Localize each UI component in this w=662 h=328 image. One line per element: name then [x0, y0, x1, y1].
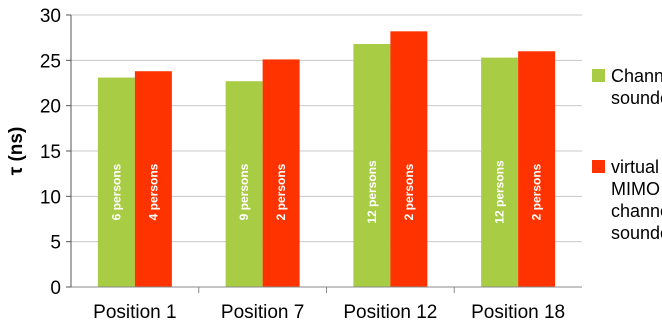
bar-channel-sounder-1	[97, 77, 135, 287]
bar-data-label: 2 persons	[402, 163, 416, 220]
bar-data-label: 9 persons	[237, 163, 251, 220]
legend-label: channel	[611, 201, 662, 221]
legend-label: sounder	[611, 88, 662, 108]
bar-virtual-mimo-1	[134, 71, 172, 287]
bar-channel-sounder-2	[225, 81, 263, 287]
x-tick-label: Position 7	[221, 302, 304, 323]
y-tick-label: 20	[40, 97, 61, 118]
y-tick-label: 15	[40, 142, 61, 163]
legend-item-virtual-mimo: virtualMIMOchannelsounder	[592, 157, 662, 243]
y-tick-label: 5	[50, 233, 61, 254]
x-tick-label: Position 18	[471, 302, 565, 323]
bar-data-label: 6 persons	[109, 163, 123, 220]
bar-data-label: 4 persons	[146, 163, 160, 220]
y-tick-label: 25	[40, 51, 61, 72]
legend-label: Channel	[611, 66, 662, 86]
bar-data-label: 2 persons	[274, 163, 288, 220]
legend-label: sounder	[611, 223, 662, 243]
y-axis-title: τ (ns)	[6, 127, 27, 176]
legend-label: MIMO	[611, 179, 660, 199]
bar-data-label: 12 persons	[365, 160, 379, 224]
bars: 6 persons 4 persons 9 persons 2 persons 12 p…	[97, 31, 556, 288]
bar-virtual-mimo-3	[390, 31, 428, 287]
legend-label: virtual	[611, 157, 659, 177]
y-axis-ticks: 0 5 10 15 20 25 30	[40, 6, 71, 299]
x-tick-label: Position 1	[93, 302, 176, 323]
legend-item-channel-sounder: Channelsounder	[592, 66, 662, 108]
legend: ChannelsoundervirtualMIMOchannelsounder	[592, 66, 662, 243]
legend-swatch	[592, 69, 605, 82]
y-tick-label: 0	[50, 278, 61, 299]
x-axis-labels: Position 1 Position 7 Position 12 Position …	[93, 302, 565, 323]
bar-data-label: 2 persons	[530, 163, 544, 220]
bar-data-label: 12 persons	[493, 160, 507, 224]
bar-virtual-mimo-4	[518, 51, 556, 288]
bar-channel-sounder-4	[481, 57, 519, 287]
bar-channel-sounder-3	[353, 44, 391, 287]
y-tick-label: 30	[40, 6, 61, 27]
x-tick-label: Position 12	[343, 302, 437, 323]
legend-swatch	[592, 160, 605, 173]
category-separators	[198, 287, 455, 293]
bar-virtual-mimo-2	[262, 59, 300, 287]
y-tick-label: 10	[40, 187, 61, 208]
